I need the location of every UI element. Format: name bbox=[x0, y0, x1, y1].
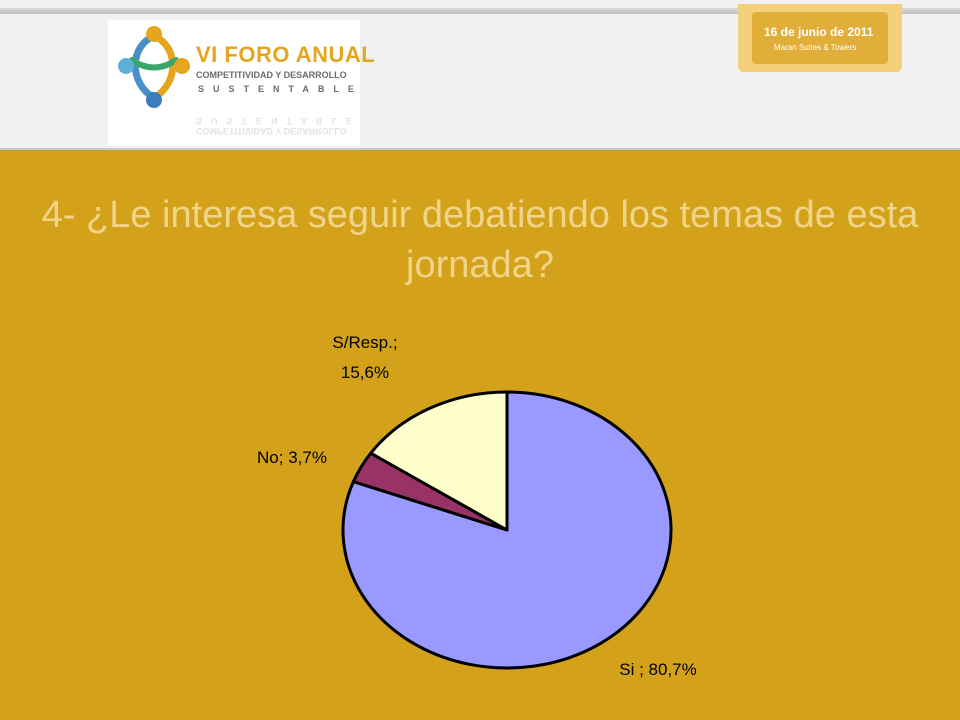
slide-title: 4- ¿Le interesa seguir debatiendo los te… bbox=[41, 194, 919, 286]
label-no: No; 3,7% bbox=[257, 448, 327, 467]
event-venue: Maran Suites & Towers bbox=[774, 43, 857, 52]
date-badge-inner: 16 de junio de 2011 Maran Suites & Tower… bbox=[752, 12, 888, 64]
header-band bbox=[0, 8, 960, 14]
logo-title: VI FORO ANUAL bbox=[196, 42, 376, 67]
logo-subtitle-1: COMPETITIVIDAD Y DESARROLLO bbox=[196, 70, 347, 80]
label-si: Si ; 80,7% bbox=[619, 660, 697, 679]
forum-logo: VI FORO ANUAL COMPETITIVIDAD Y DESARROLL… bbox=[108, 20, 375, 146]
event-date: 16 de junio de 2011 bbox=[764, 25, 874, 39]
logo-emblem-icon bbox=[118, 26, 190, 108]
date-badge: 16 de junio de 2011 Maran Suites & Tower… bbox=[738, 4, 902, 72]
slide-header: VI FORO ANUAL COMPETITIVIDAD Y DESARROLL… bbox=[0, 0, 960, 150]
slice-sresp bbox=[369, 390, 509, 532]
label-sresp: S/Resp.; 15,6% bbox=[332, 333, 397, 382]
logo-subtitle-2: SUSTENTABLE bbox=[198, 84, 363, 94]
